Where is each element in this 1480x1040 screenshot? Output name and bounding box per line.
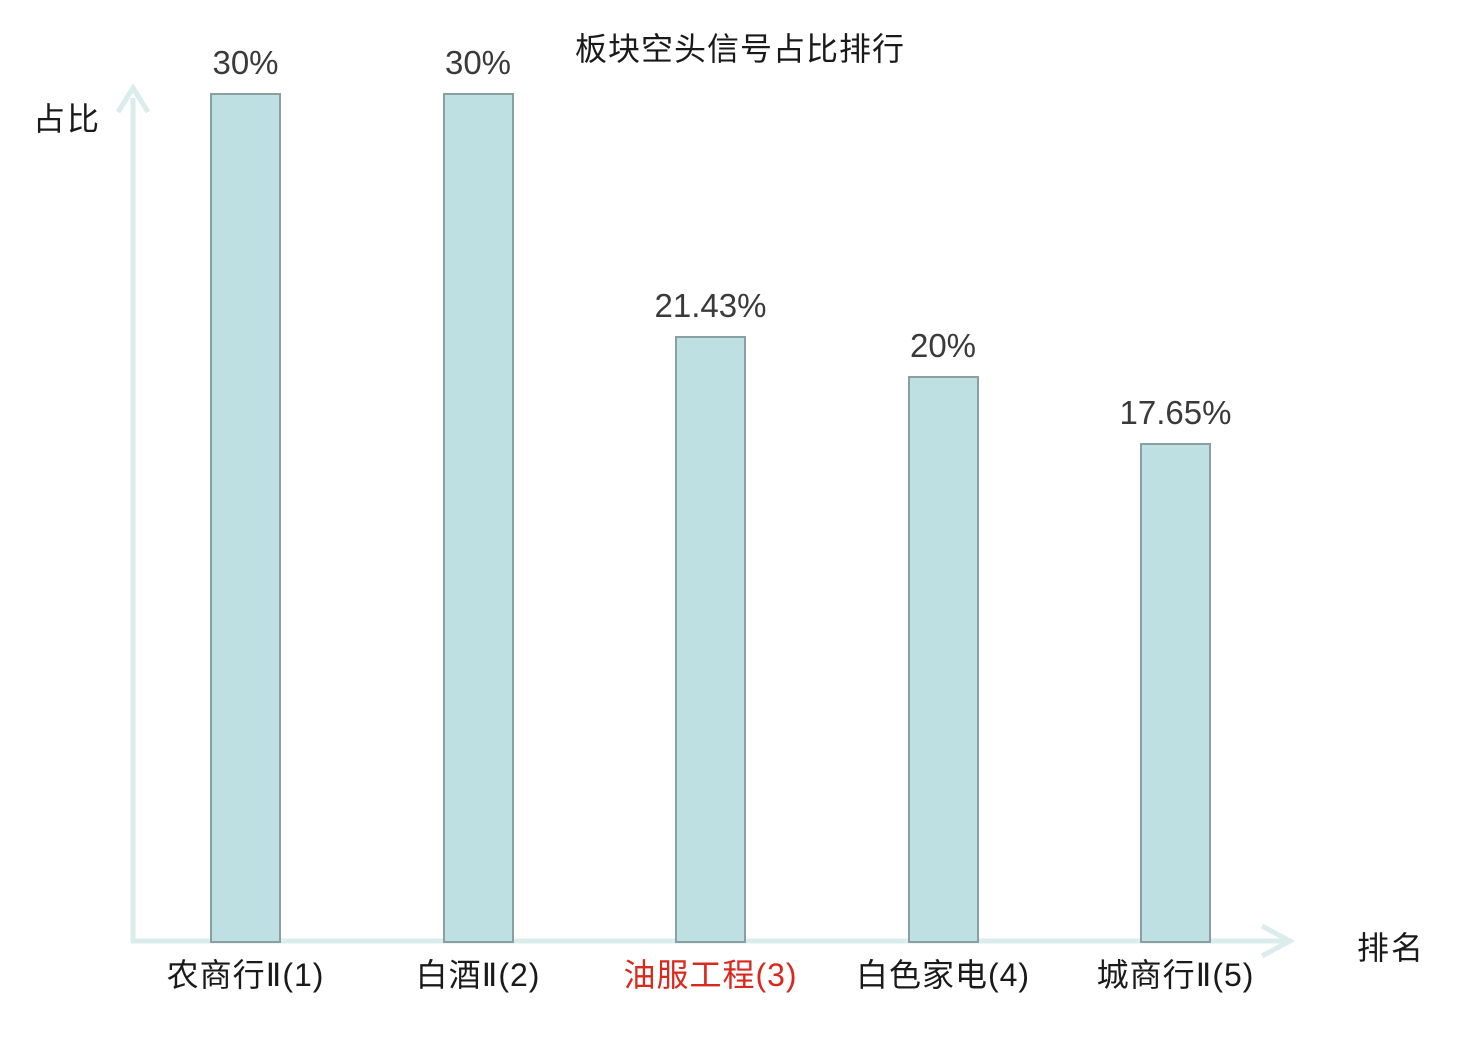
value-label-5: 17.65% xyxy=(1119,393,1232,431)
y-axis-label: 占比 xyxy=(33,101,102,137)
chart-title: 板块空头信号占比排行 xyxy=(574,31,905,67)
category-label-4: 白色家电(4) xyxy=(855,957,1031,993)
bar-4 xyxy=(907,376,979,943)
value-label-1: 30% xyxy=(212,43,279,81)
category-label-1: 农商行Ⅱ(1) xyxy=(166,957,325,993)
x-axis-arrow-icon xyxy=(1260,923,1296,959)
category-label-3: 油服工程(3) xyxy=(623,957,798,993)
y-axis-arrow-icon xyxy=(115,83,151,114)
value-label-2: 30% xyxy=(444,43,512,81)
value-label-3: 21.43% xyxy=(654,286,767,324)
bar-5 xyxy=(1140,442,1211,943)
bar-2 xyxy=(442,93,514,943)
category-label-2: 白酒Ⅱ(2) xyxy=(415,957,541,993)
category-label-5: 城商行Ⅱ(5) xyxy=(1096,957,1255,993)
bar-3 xyxy=(675,335,746,943)
bar-1 xyxy=(210,93,281,943)
x-axis-label: 排名 xyxy=(1357,930,1426,966)
value-label-4: 20% xyxy=(909,327,977,365)
